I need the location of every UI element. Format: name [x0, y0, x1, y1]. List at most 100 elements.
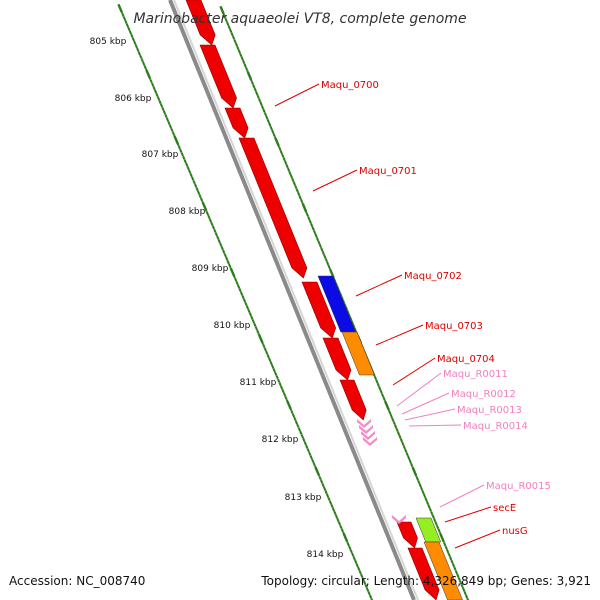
trna-chevron — [392, 515, 406, 524]
inner-tick-mark — [291, 178, 295, 183]
trna-chevron — [357, 419, 371, 428]
outer-tick-mark — [251, 319, 256, 324]
cds-feature-block — [322, 337, 352, 381]
inner-tick-mark — [431, 514, 435, 519]
outer-tick-mark — [171, 131, 175, 136]
trna-chevron — [359, 425, 373, 434]
outer-tick-mark — [133, 40, 137, 45]
outer-tick-mark — [186, 166, 190, 171]
inner-tick-mark — [449, 556, 453, 561]
inner-tick-mark — [252, 84, 256, 89]
inner-tick-mark — [428, 507, 432, 512]
inner-tick-mark — [453, 566, 457, 571]
trna-chevron — [363, 437, 377, 446]
outer-tick-mark — [333, 510, 337, 515]
inner-tick-mark — [289, 174, 294, 179]
outer-tick-mark — [165, 117, 170, 122]
inner-tick-mark — [381, 393, 385, 398]
outer-tick-mark — [303, 441, 307, 446]
outer-tick-mark — [159, 103, 164, 108]
kbp-label: 812 kbp — [262, 435, 299, 445]
feature-label: Maqu_0704 — [437, 354, 495, 365]
outer-tick-mark — [122, 16, 127, 21]
outer-tick-mark — [254, 326, 259, 331]
inner-tick-mark — [310, 223, 314, 228]
inner-tick-mark — [230, 32, 234, 37]
inner-tick-mark — [454, 570, 459, 575]
inner-tick-mark — [450, 559, 454, 564]
outer-tick-mark — [281, 389, 285, 394]
inner-tick-mark — [389, 414, 393, 419]
outer-tick-mark — [345, 538, 349, 543]
feature-label: nusG — [502, 526, 528, 537]
inner-tick-mark — [435, 525, 440, 530]
outer-tick-mark — [225, 256, 229, 261]
inner-tick-mark — [394, 424, 398, 429]
outer-tick-mark — [176, 141, 180, 146]
inner-tick-mark — [263, 112, 268, 117]
inner-tick-mark — [262, 108, 266, 113]
inner-tick-mark — [398, 434, 402, 439]
outer-tick-mark — [139, 54, 143, 59]
outer-tick-mark — [136, 47, 140, 52]
outer-tick-mark — [355, 563, 359, 568]
outer-tick-mark — [128, 30, 133, 35]
outer-tick-mark — [327, 496, 331, 502]
outer-tick-mark — [328, 500, 333, 505]
feature-label: Maqu_R0013 — [457, 405, 522, 416]
inner-tick-mark — [347, 313, 351, 318]
inner-tick-mark — [407, 455, 411, 460]
outer-tick-mark — [370, 597, 374, 600]
inner-tick-mark — [447, 552, 451, 557]
outer-tick-mark — [299, 430, 303, 435]
outer-tick-mark — [196, 190, 201, 195]
inner-tick-mark — [317, 240, 321, 245]
inner-tick-mark — [314, 233, 318, 238]
kbp-label: 810 kbp — [214, 321, 251, 331]
kbp-label: 806 kbp — [115, 94, 152, 104]
outer-tick-mark — [351, 552, 355, 557]
feature-label: Maqu_R0012 — [451, 389, 516, 400]
outer-tick-mark — [222, 249, 226, 254]
outer-tick-mark — [349, 549, 353, 554]
outer-tick-mark — [337, 521, 342, 526]
genome-summary-text: Topology: circular; Length: 4,326,849 bp… — [261, 574, 591, 588]
inner-tick-mark — [231, 35, 236, 40]
inner-tick-mark — [311, 226, 315, 231]
inner-tick-mark — [405, 452, 409, 457]
inner-tick-mark — [292, 181, 296, 186]
inner-tick-mark — [221, 11, 226, 16]
outer-tick-mark — [279, 385, 284, 390]
outer-tick-mark — [311, 458, 315, 463]
outer-tick-mark — [325, 493, 330, 498]
cds-orange-block — [423, 541, 463, 600]
label-leader-line — [274, 83, 320, 107]
outer-tick-mark — [140, 58, 144, 63]
inner-tick-mark — [466, 597, 470, 600]
inner-tick-mark — [250, 80, 255, 85]
outer-tick-mark — [306, 448, 310, 453]
inner-tick-mark — [253, 87, 257, 92]
outer-tick-mark — [152, 86, 156, 91]
outer-tick-mark — [183, 159, 187, 164]
inner-tick-mark — [349, 316, 353, 321]
outer-tick-mark — [354, 559, 358, 564]
inner-tick-mark — [324, 257, 328, 262]
inner-tick-mark — [305, 212, 309, 217]
outer-tick-mark — [340, 528, 344, 533]
outer-tick-mark — [331, 507, 336, 512]
feature-labels: Maqu_0700 Maqu_0701 Maqu_0702 Maqu_0703 Maqu… — [274, 80, 551, 549]
outer-tick-mark — [232, 274, 236, 279]
inner-tick-mark — [352, 323, 356, 328]
outer-tick-mark — [317, 472, 321, 477]
outer-tick-mark — [336, 517, 340, 522]
inner-tick-mark — [321, 250, 325, 255]
outer-tick-mark — [143, 65, 147, 70]
inner-tick-mark — [294, 184, 298, 190]
outer-tick-mark — [216, 235, 220, 240]
outer-tick-mark — [260, 340, 264, 345]
kbp-label: 807 kbp — [142, 150, 179, 160]
inner-tick-mark — [318, 243, 323, 249]
outer-tick-mark — [155, 93, 159, 98]
cds-feature-block — [396, 521, 418, 549]
